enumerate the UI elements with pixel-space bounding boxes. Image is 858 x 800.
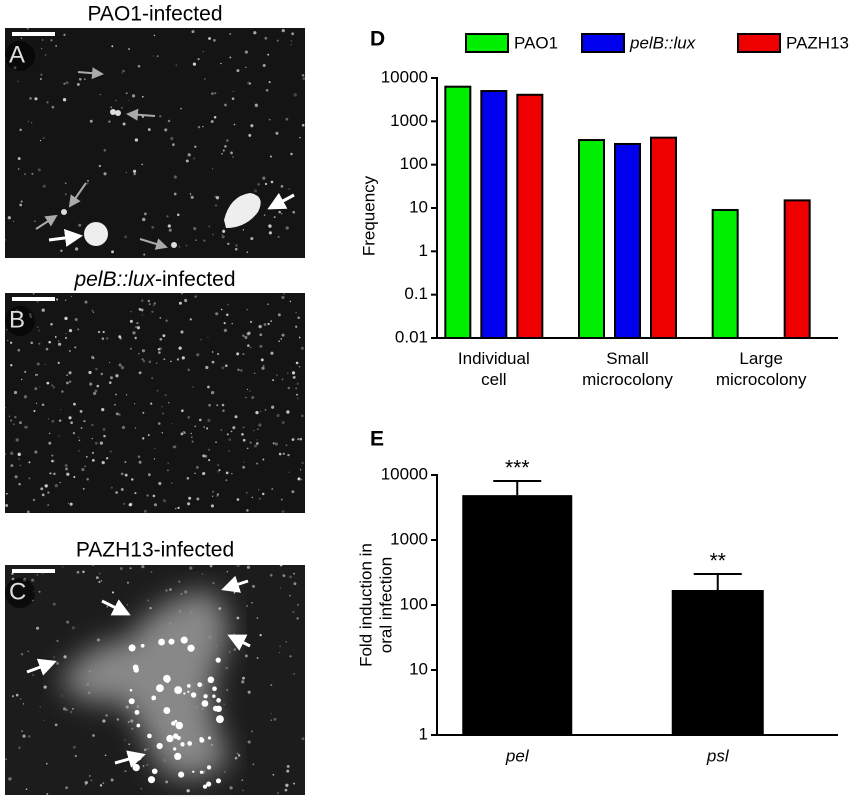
y-tick-label: 10 bbox=[409, 659, 428, 678]
y-axis-label: oral infection bbox=[376, 557, 395, 653]
x-tick-label: Small microcolony bbox=[582, 349, 673, 389]
bar bbox=[783, 199, 811, 339]
micrograph bbox=[4, 27, 306, 258]
panel-title: PAZH13-infected bbox=[76, 539, 234, 562]
micrograph bbox=[5, 563, 305, 795]
bar bbox=[462, 495, 573, 735]
x-tick-label: pel bbox=[505, 746, 530, 765]
bar bbox=[614, 142, 641, 339]
y-tick-label: 10000 bbox=[381, 464, 428, 483]
bar bbox=[671, 590, 764, 735]
error-bar bbox=[493, 479, 542, 496]
bar bbox=[480, 90, 508, 339]
bar bbox=[650, 136, 677, 339]
y-axis-label: Fold induction in bbox=[356, 543, 375, 667]
y-tick-label: 100 bbox=[400, 154, 428, 173]
legend-label: PAZH13 bbox=[786, 33, 849, 52]
panel-letter: B bbox=[9, 306, 25, 333]
y-tick-label: 1000 bbox=[390, 111, 428, 130]
significance-label: *** bbox=[505, 456, 530, 479]
legend-swatch bbox=[581, 33, 625, 53]
y-axis-label: Frequency bbox=[359, 175, 378, 256]
y-tick-label: 1000 bbox=[390, 529, 428, 548]
y-tick-label: 100 bbox=[400, 594, 428, 613]
micrograph bbox=[4, 292, 305, 514]
panel-title: PAO1-infected bbox=[87, 3, 222, 26]
panel-title: pelB::lux-infected bbox=[73, 268, 235, 291]
panel-letter: D bbox=[370, 28, 385, 51]
bar bbox=[578, 139, 605, 339]
legend-label: pelB::lux bbox=[629, 33, 696, 52]
x-tick-label: Individual cell bbox=[458, 349, 530, 389]
bar bbox=[516, 93, 544, 339]
charts: D 0.01 0.1 1 10 100 1000 10000 Frequency Individu… bbox=[356, 28, 849, 766]
legend-label: PAO1 bbox=[514, 33, 558, 52]
legend-swatch bbox=[465, 33, 509, 53]
y-tick-label: 1 bbox=[419, 241, 428, 260]
y-tick-label: 0.01 bbox=[395, 327, 428, 346]
error-bar bbox=[693, 572, 742, 591]
panel-letter: A bbox=[9, 41, 25, 68]
x-tick-label: Large microcolony bbox=[716, 349, 807, 389]
bar bbox=[444, 85, 472, 340]
panel-letter: C bbox=[9, 578, 26, 605]
legend-swatch bbox=[737, 33, 781, 53]
significance-label: ** bbox=[710, 550, 726, 573]
panel-letter: E bbox=[370, 428, 384, 451]
y-tick-label: 0.1 bbox=[404, 284, 428, 303]
bar bbox=[711, 208, 739, 339]
microscopy-panels: PAO1-infectedApelB::lux-infectedBPAZH13-… bbox=[4, 3, 306, 795]
y-tick-label: 10 bbox=[409, 197, 428, 216]
y-tick-label: 1 bbox=[419, 724, 428, 743]
y-tick-label: 10000 bbox=[381, 67, 428, 86]
x-tick-label: psl bbox=[706, 746, 730, 765]
